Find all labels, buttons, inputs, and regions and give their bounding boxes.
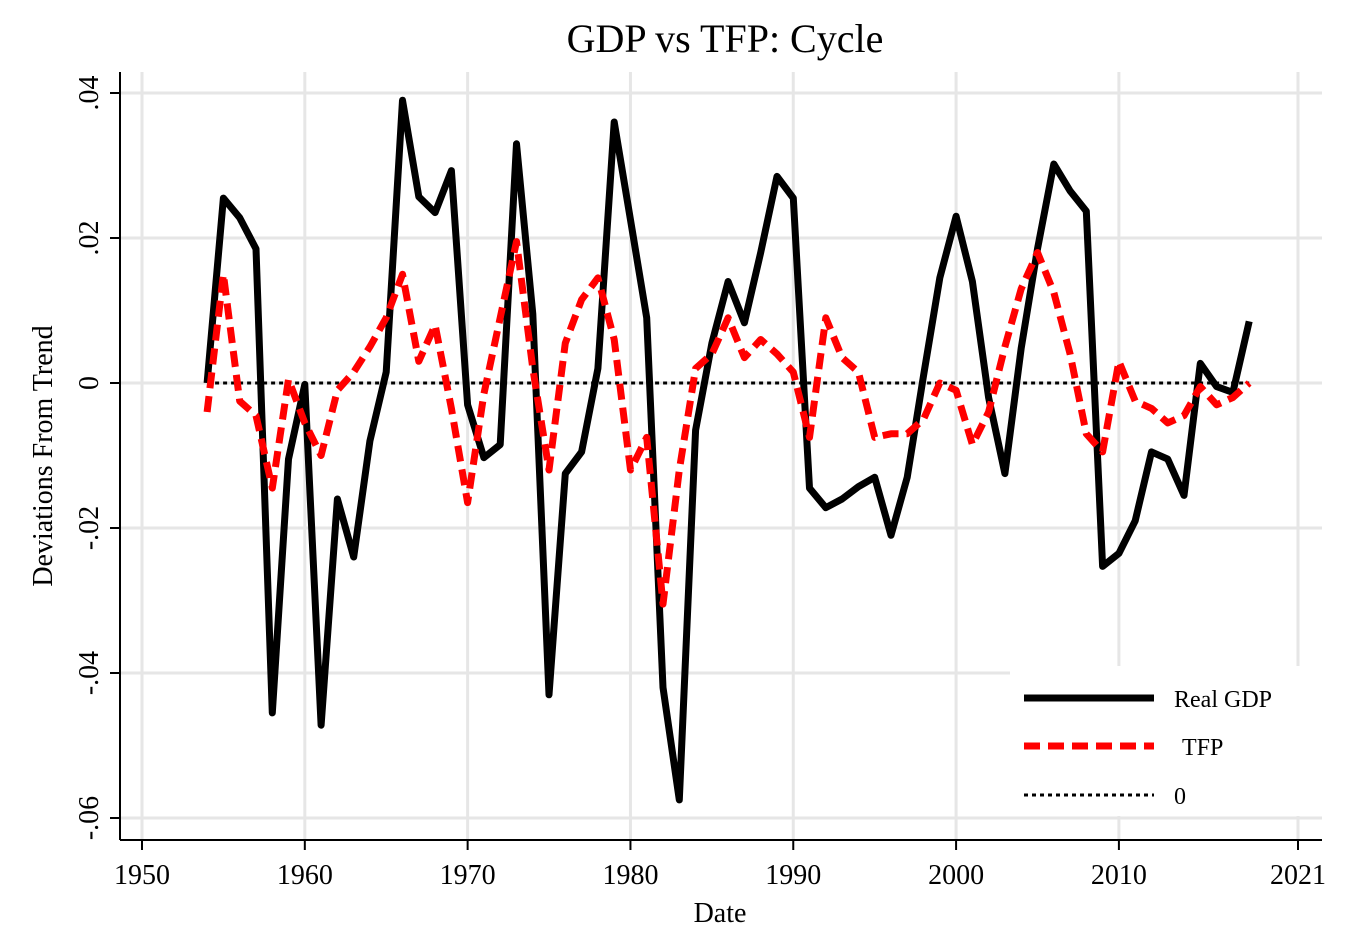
x-tick-label-1960: 1960 — [277, 860, 333, 891]
series-line-real-gdp — [203, 96, 1253, 804]
series-line-tfp — [203, 238, 1252, 608]
legend-label-tfp: TFP — [1182, 735, 1223, 761]
x-tick-label-1970: 1970 — [440, 860, 496, 891]
y-tick-label-0: -.06 — [74, 796, 105, 840]
series-layer — [203, 96, 1253, 804]
x-tick-label-2000: 2000 — [928, 860, 984, 891]
legend-label-zero: 0 — [1174, 784, 1186, 810]
y-tick-label-5: .04 — [74, 76, 105, 111]
chart-title: GDP vs TFP: Cycle — [567, 16, 884, 61]
x-axis-title: Date — [694, 898, 747, 929]
x-tick-label-2010: 2010 — [1091, 860, 1147, 891]
x-tick-label-1950: 1950 — [114, 860, 170, 891]
axis-layer — [119, 72, 1322, 841]
y-tick-label-3: 0 — [74, 376, 105, 390]
legend: Real GDP TFP 0 — [1010, 666, 1322, 816]
y-tick-label-4: .02 — [74, 221, 105, 256]
y-axis-title: Deviations From Trend — [28, 325, 59, 586]
legend-label-real-gdp: Real GDP — [1174, 687, 1272, 713]
x-tick-label-1990: 1990 — [765, 860, 821, 891]
x-tick-label-1980: 1980 — [602, 860, 658, 891]
x-tick-label-2021: 2021 — [1270, 860, 1326, 891]
y-tick-label-2: -.02 — [74, 506, 105, 550]
legend-background — [1010, 666, 1322, 816]
tick-layer: 1950 1960 1970 1980 1990 2000 2010 2021 -.06 -.04… — [74, 76, 1326, 892]
y-tick-label-1: -.04 — [74, 651, 105, 695]
